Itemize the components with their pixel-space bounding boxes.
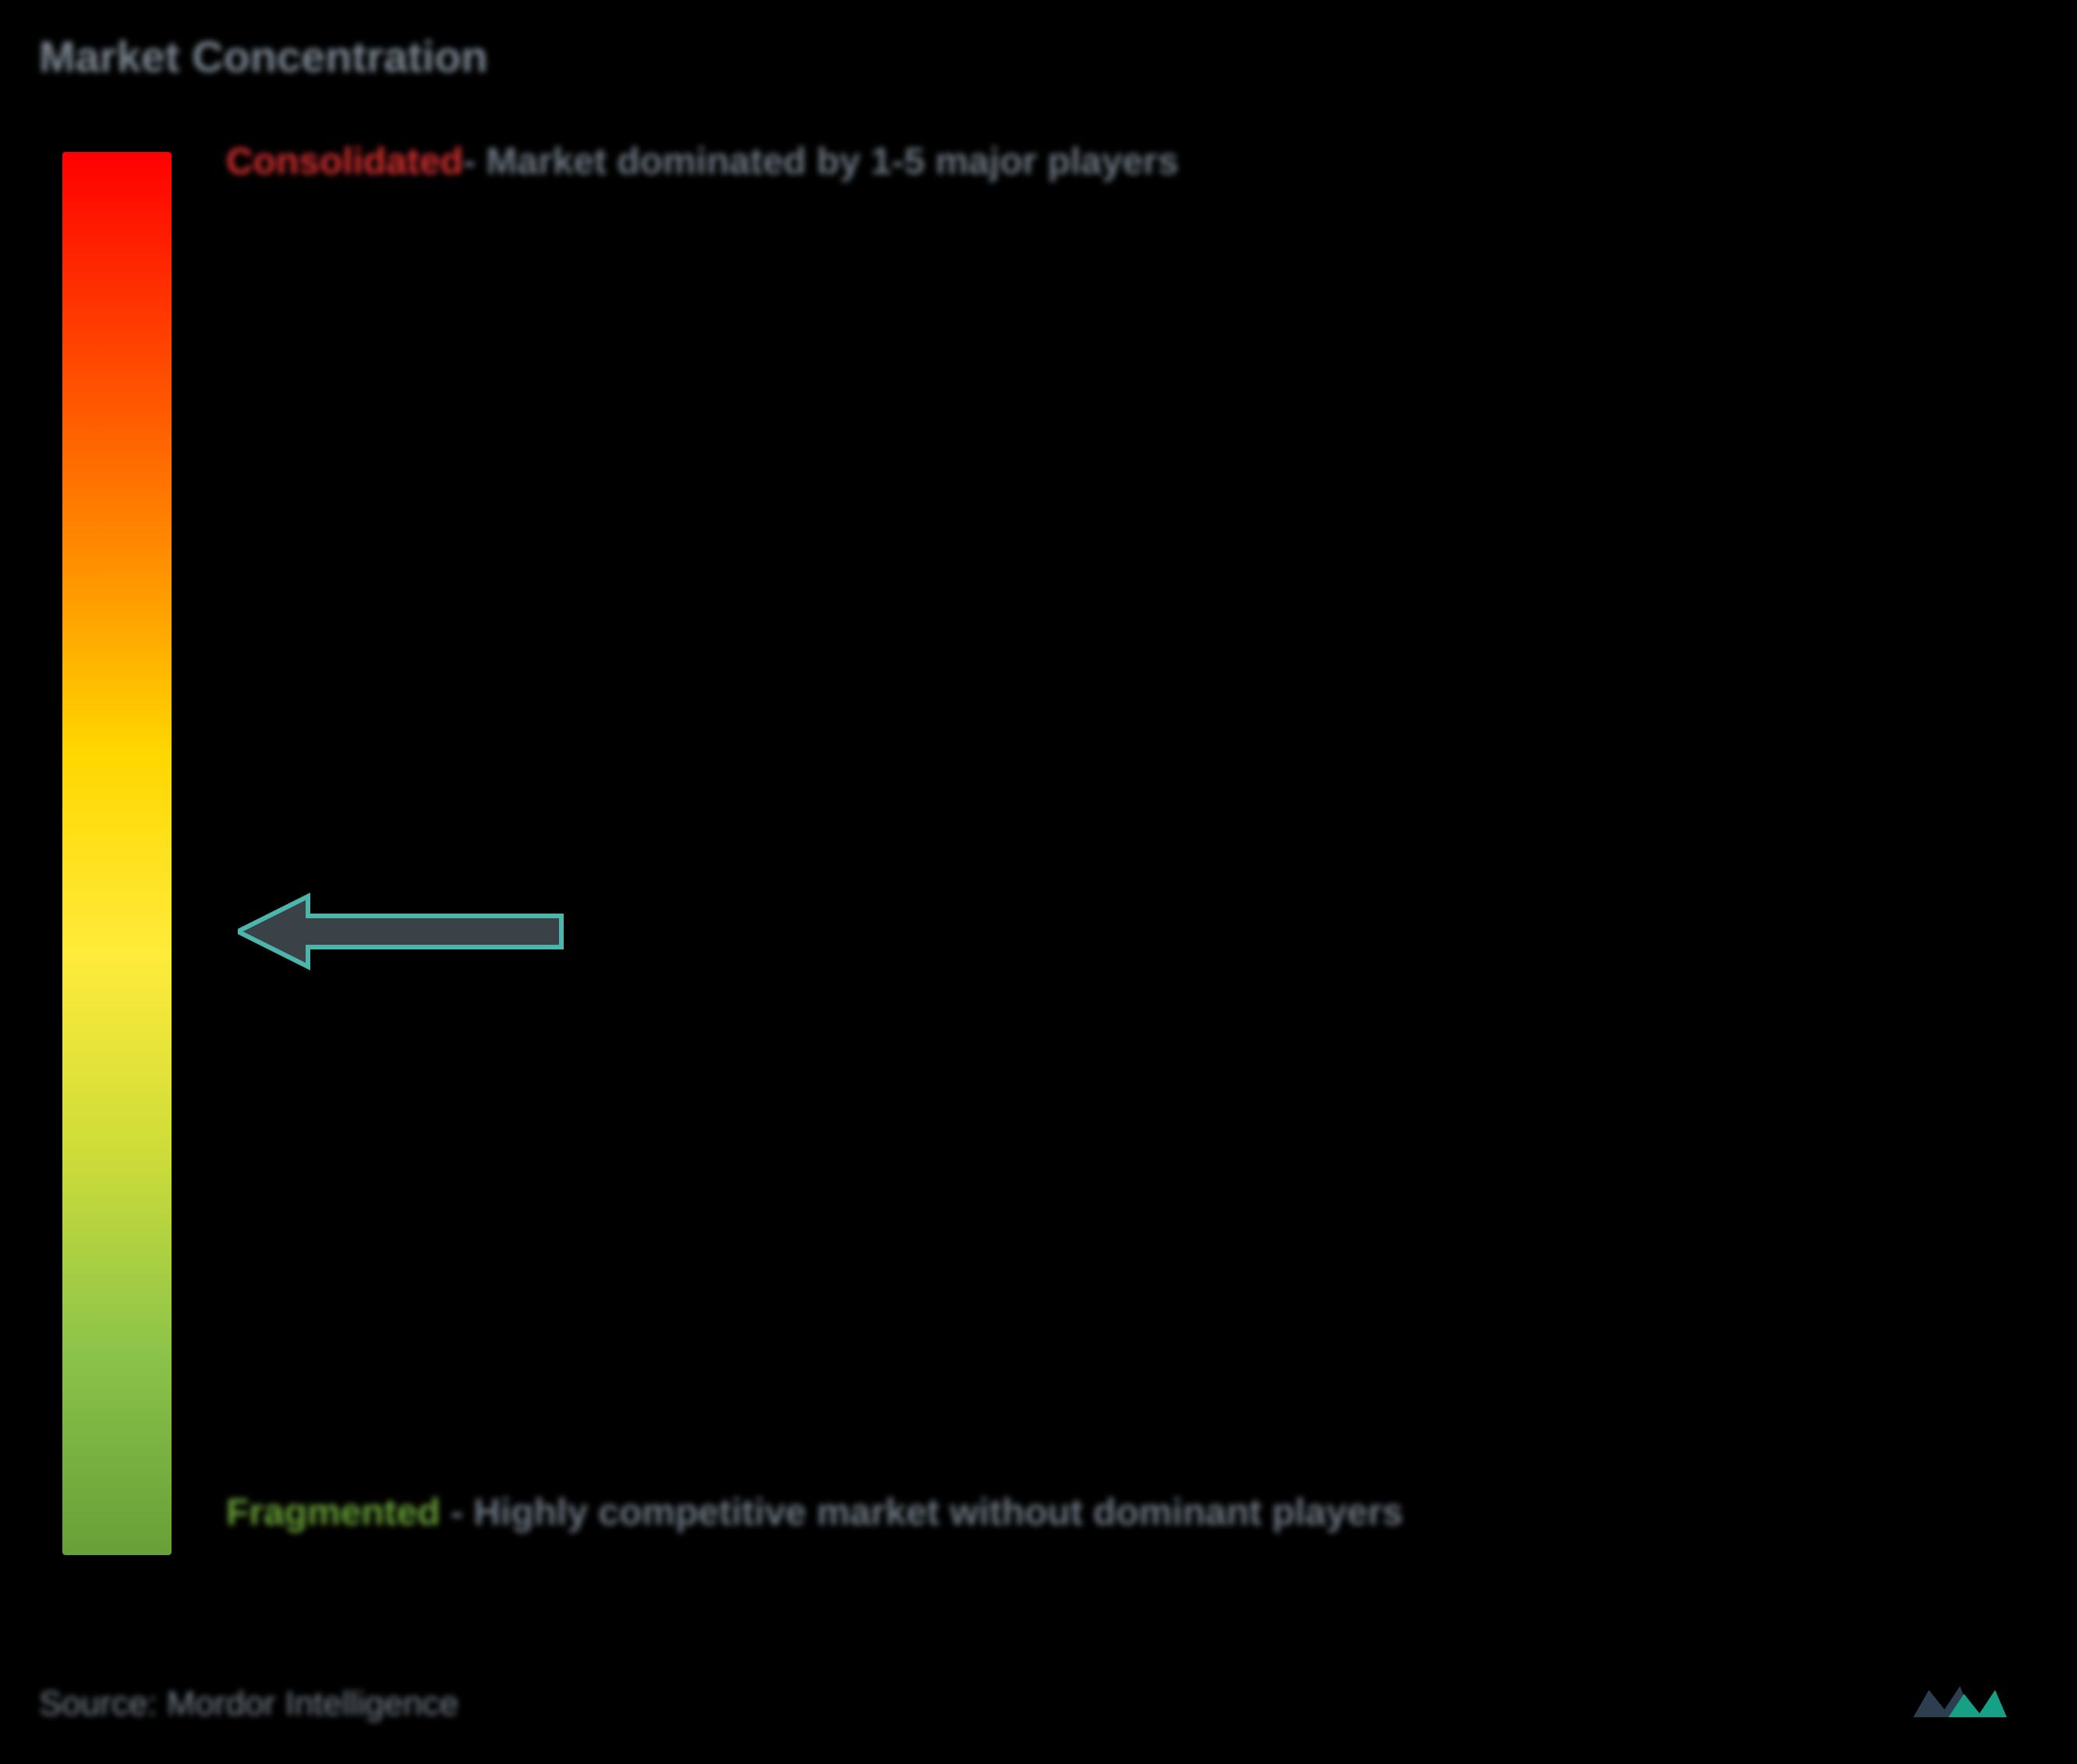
labels-area: Consolidated- Market dominated by 1-5 ma… <box>226 152 2038 1555</box>
footer: Source: Mordor Intelligence <box>39 1674 2038 1733</box>
position-arrow-icon <box>238 893 565 974</box>
consolidated-description: - Market dominated by 1-5 major players <box>463 141 1179 182</box>
page-title: Market Concentration <box>39 31 2038 82</box>
consolidated-label: Consolidated- Market dominated by 1-5 ma… <box>226 140 1179 183</box>
source-label: Source: <box>39 1684 157 1723</box>
fragmented-keyword: Fragmented <box>226 1492 441 1533</box>
fragmented-label: Fragmented - Highly competitive market w… <box>226 1483 1403 1543</box>
content-area: Consolidated- Market dominated by 1-5 ma… <box>39 152 2038 1555</box>
fragmented-description: - Highly competitive market without domi… <box>441 1492 1403 1533</box>
concentration-gradient-bar <box>62 152 172 1555</box>
source-attribution: Source: Mordor Intelligence <box>39 1684 458 1723</box>
infographic-container: Market Concentration Consolidated- Marke… <box>0 0 2077 1764</box>
consolidated-keyword: Consolidated <box>226 141 463 182</box>
source-value: Mordor Intelligence <box>167 1684 458 1723</box>
mordor-logo-icon <box>1905 1674 2015 1733</box>
